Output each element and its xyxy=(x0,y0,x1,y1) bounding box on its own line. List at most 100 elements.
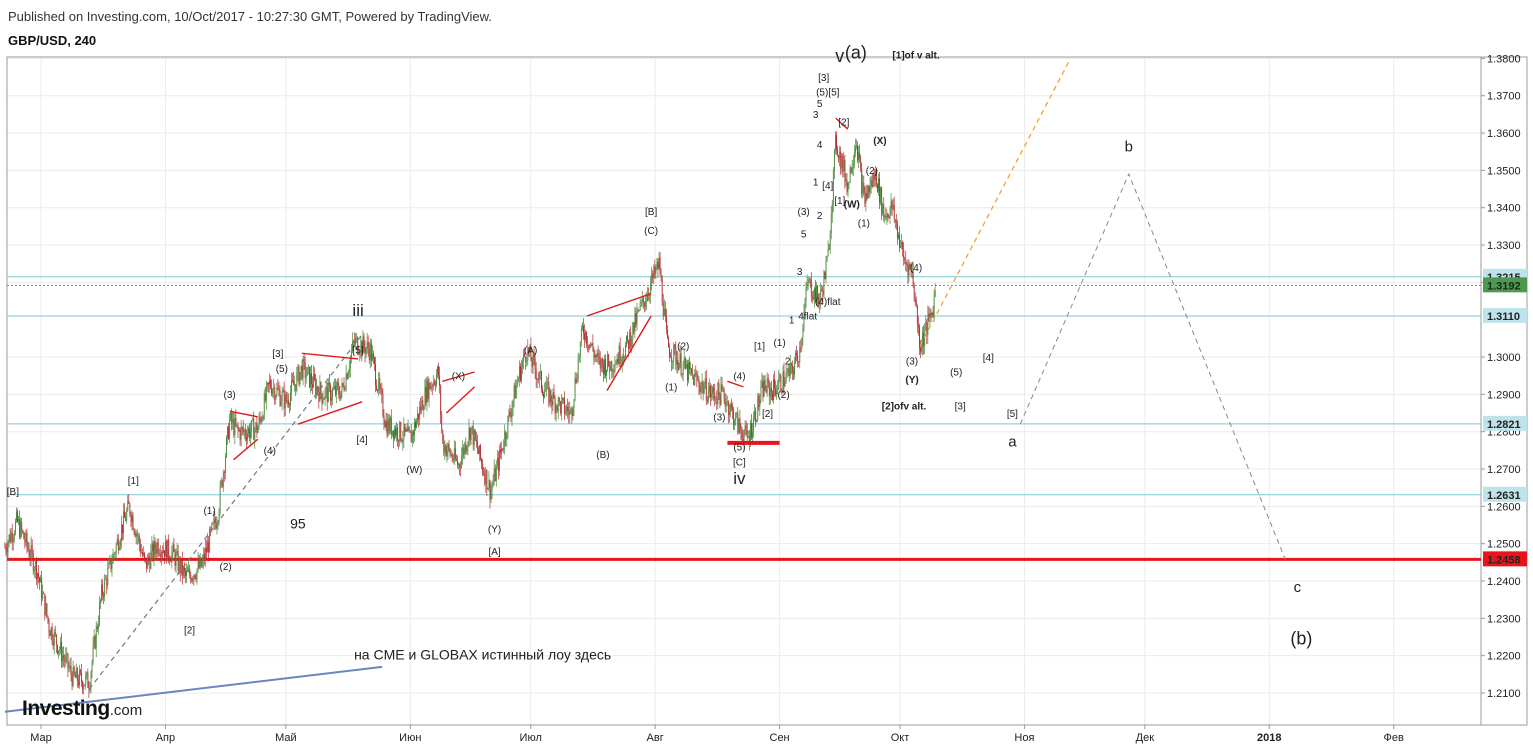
candle-body xyxy=(669,347,671,358)
candle-body xyxy=(447,444,449,451)
candle-body xyxy=(887,213,889,217)
candle-body xyxy=(894,219,896,222)
candle-body xyxy=(33,569,35,572)
candle-body xyxy=(119,541,121,547)
candle-body xyxy=(450,454,452,456)
candle-body xyxy=(475,439,477,443)
candle-body xyxy=(341,383,343,392)
candle-body xyxy=(484,473,486,484)
candle-body xyxy=(170,560,172,563)
wave-label: [4] xyxy=(822,181,833,192)
candle-body xyxy=(132,515,134,530)
candle-body xyxy=(289,404,290,406)
candle-body xyxy=(808,279,810,283)
candle-body xyxy=(93,636,95,646)
candle-body xyxy=(721,384,723,390)
candle-body xyxy=(31,545,33,553)
candle-body xyxy=(847,182,849,192)
wave-label: [2] xyxy=(838,118,849,129)
candle-body xyxy=(208,542,210,553)
candle-body xyxy=(461,456,463,468)
candle-body xyxy=(852,163,854,168)
candle-body xyxy=(285,393,287,402)
candle-body xyxy=(338,385,340,395)
candle-body xyxy=(874,170,876,180)
candle-body xyxy=(791,365,793,372)
support-dashed xyxy=(88,334,363,690)
candle-body xyxy=(716,398,718,405)
candle-body xyxy=(407,427,409,432)
candle-body xyxy=(575,378,577,383)
candle-body xyxy=(350,351,352,357)
candle-body xyxy=(861,167,863,194)
candle-body xyxy=(704,378,706,388)
candle-body xyxy=(546,382,548,390)
candle-body xyxy=(239,430,241,440)
candle-body xyxy=(108,562,110,569)
candle-body xyxy=(905,259,907,265)
candle-body xyxy=(618,345,620,364)
candle-body xyxy=(369,343,371,360)
wave-label: (4) xyxy=(264,446,276,457)
candle-body xyxy=(728,411,730,415)
candle-body xyxy=(449,448,451,456)
candle-body xyxy=(368,349,370,360)
wedge-line xyxy=(606,315,652,391)
candle-body xyxy=(642,297,644,302)
candle-body xyxy=(241,427,243,428)
candle-body xyxy=(431,385,433,387)
candle-body xyxy=(271,387,273,395)
candle-body xyxy=(686,363,688,381)
candle-body xyxy=(814,288,815,300)
candle-body xyxy=(154,540,156,551)
candle-body xyxy=(542,389,543,394)
candle-body xyxy=(176,551,178,554)
candle-body xyxy=(223,472,225,474)
candle-body xyxy=(693,374,695,386)
candle-body xyxy=(747,436,749,438)
candle-body xyxy=(79,670,80,686)
candle-body xyxy=(637,309,639,312)
candle-body xyxy=(220,480,222,486)
candle-body xyxy=(533,354,535,359)
candle-body xyxy=(213,518,215,523)
candle-body xyxy=(298,366,300,385)
candle-body xyxy=(896,223,898,239)
candle-body xyxy=(134,531,136,537)
candle-body xyxy=(237,424,239,430)
candle-body xyxy=(231,412,233,424)
candle-body xyxy=(709,385,710,392)
candle-body xyxy=(875,170,877,185)
candle-body xyxy=(646,301,647,302)
candle-body xyxy=(910,265,912,271)
candle-body xyxy=(860,158,862,168)
candle-body xyxy=(560,399,562,413)
price-scale[interactable] xyxy=(1480,56,1528,726)
candle-body xyxy=(793,371,794,375)
candle-body xyxy=(535,370,537,381)
candle-body xyxy=(30,545,32,559)
candle-body xyxy=(357,337,359,354)
candle-body xyxy=(440,385,442,415)
wave-label: (4) xyxy=(733,371,745,382)
candle-body xyxy=(60,641,62,650)
wave-label: (2) xyxy=(677,342,689,353)
candle-body xyxy=(390,417,392,436)
candle-body xyxy=(148,556,150,560)
candle-body xyxy=(192,578,194,580)
candle-body xyxy=(226,437,227,457)
candle-body xyxy=(35,560,37,580)
candle-body xyxy=(150,551,152,569)
candle-body xyxy=(700,386,702,392)
wave-label: .. xyxy=(78,698,84,709)
candle-body xyxy=(886,213,888,218)
candle-body xyxy=(707,391,709,401)
candle-body xyxy=(69,665,71,668)
candle-body xyxy=(763,380,765,397)
candle-body xyxy=(735,413,737,423)
candle-body xyxy=(480,445,482,459)
candle-body xyxy=(565,411,567,414)
candle-body xyxy=(328,382,330,386)
candle-body xyxy=(41,577,43,600)
